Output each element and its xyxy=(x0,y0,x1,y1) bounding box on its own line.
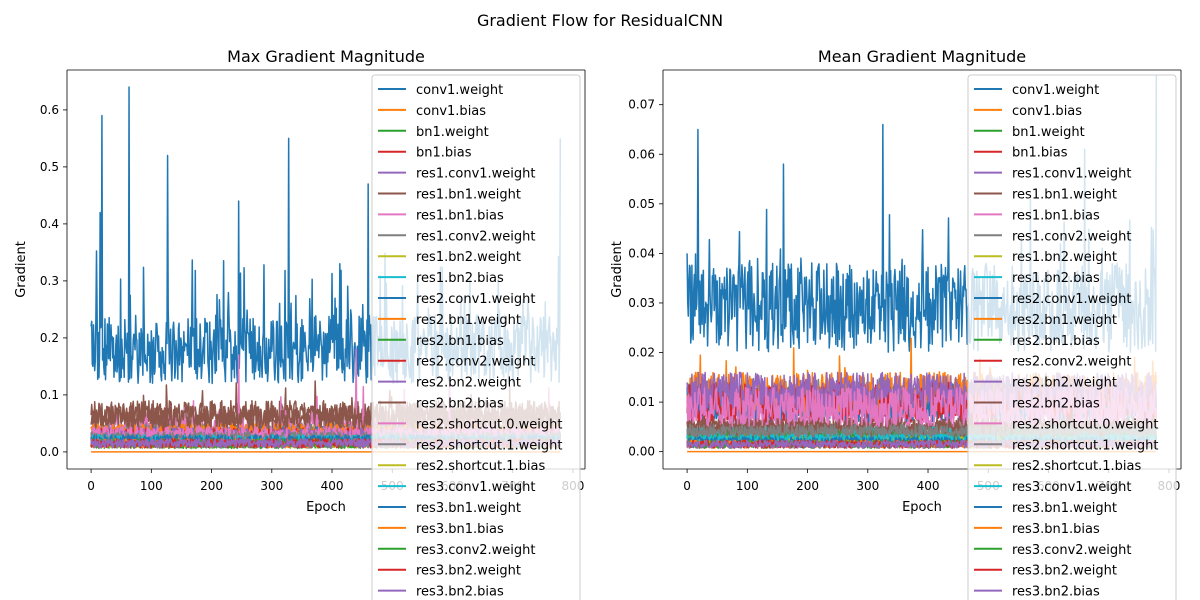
legend-entry-label: res2.bn2.bias xyxy=(1012,397,1100,412)
legend-entry-label: res3.bn1.bias xyxy=(416,522,504,537)
legend-entry-label: res1.bn2.bias xyxy=(1012,271,1100,286)
legend-entry-label: res2.bn2.weight xyxy=(1012,376,1117,391)
y-axis-label: Gradient xyxy=(14,241,29,298)
x-tick-label: 300 xyxy=(856,479,879,493)
max-gradient-panel: Max Gradient Magnitude010020030040050060… xyxy=(14,47,586,600)
y-tick-label: 0.05 xyxy=(628,197,655,211)
legend-box xyxy=(371,74,581,600)
mean-gradient-panel: Mean Gradient Magnitude01002003004005006… xyxy=(610,47,1182,600)
legend-entry-label: conv1.bias xyxy=(1012,104,1082,119)
x-tick-label: 400 xyxy=(321,479,344,493)
legend-entry-label: conv1.bias xyxy=(416,104,486,119)
y-tick-label: 0.07 xyxy=(628,98,655,112)
legend-box xyxy=(967,74,1177,600)
legend-entry-label: res3.bn2.weight xyxy=(416,564,521,579)
x-tick-label: 0 xyxy=(683,479,691,493)
legend-entry-label: res1.bn1.bias xyxy=(1012,208,1100,223)
legend-entry-label: res3.bn1.bias xyxy=(1012,522,1100,537)
legend-entry-label: conv1.weight xyxy=(1012,83,1099,98)
x-tick-label: 100 xyxy=(736,479,759,493)
legend-entry-label: res2.shortcut.0.weight xyxy=(1012,417,1159,432)
legend-entry-label: res2.conv1.weight xyxy=(1012,292,1132,307)
legend-entry-label: res1.conv2.weight xyxy=(1012,229,1132,244)
legend: conv1.weight conv1.bias bn1.weight bn1.bias… xyxy=(371,74,581,600)
legend-entry-label: res2.bn2.weight xyxy=(416,376,521,391)
legend-entry-label: res2.conv1.weight xyxy=(416,292,536,307)
legend-entry-label: res1.bn2.weight xyxy=(416,250,521,265)
y-tick-label: 0.2 xyxy=(40,331,59,345)
legend-entry-label: res1.bn2.weight xyxy=(1012,250,1117,265)
legend-entry-label: res1.conv2.weight xyxy=(416,229,536,244)
legend-entry-label: res3.bn2.bias xyxy=(416,585,504,600)
y-tick-label: 0.4 xyxy=(40,217,59,231)
legend-entry-label: res2.bn1.weight xyxy=(416,313,521,328)
y-tick-label: 0.0 xyxy=(40,445,59,459)
legend-entry-label: res3.conv1.weight xyxy=(1012,480,1132,495)
legend-entry-label: bn1.bias xyxy=(416,146,472,161)
legend-entry-label: res1.conv1.weight xyxy=(1012,167,1132,182)
x-tick-label: 300 xyxy=(260,479,283,493)
legend-entry-label: res3.bn1.weight xyxy=(416,501,521,516)
legend-entry-label: res2.shortcut.1.bias xyxy=(1012,459,1141,474)
legend-entry-label: res1.bn1.bias xyxy=(416,208,504,223)
legend-entry-label: res2.shortcut.0.weight xyxy=(416,417,563,432)
y-tick-label: 0.6 xyxy=(40,103,59,117)
legend-entry-label: res2.shortcut.1.bias xyxy=(416,459,545,474)
x-tick-label: 0 xyxy=(87,479,95,493)
legend-entry-label: res2.bn1.bias xyxy=(1012,334,1100,349)
y-tick-label: 0.3 xyxy=(40,274,59,288)
y-tick-label: 0.02 xyxy=(628,346,655,360)
legend-entry-label: res1.bn2.bias xyxy=(416,271,504,286)
x-tick-label: 400 xyxy=(917,479,940,493)
y-tick-label: 0.04 xyxy=(628,246,655,260)
y-tick-label: 0.06 xyxy=(628,147,655,161)
legend-entry-label: res2.conv2.weight xyxy=(416,355,536,370)
x-tick-label: 100 xyxy=(140,479,163,493)
legend-entry-label: res2.bn2.bias xyxy=(416,397,504,412)
y-tick-label: 0.1 xyxy=(40,388,59,402)
y-tick-label: 0.03 xyxy=(628,296,655,310)
x-axis-label: Epoch xyxy=(306,500,346,515)
x-tick-label: 200 xyxy=(796,479,819,493)
legend-entry-label: conv1.weight xyxy=(416,83,503,98)
legend-entry-label: res1.bn1.weight xyxy=(416,188,521,203)
legend-entry-label: res2.conv2.weight xyxy=(1012,355,1132,370)
legend-entry-label: res2.bn1.bias xyxy=(416,334,504,349)
y-tick-label: 0.00 xyxy=(628,445,655,459)
figure-suptitle: Gradient Flow for ResidualCNN xyxy=(477,11,723,30)
y-tick-label: 0.01 xyxy=(628,395,655,409)
legend: conv1.weight conv1.bias bn1.weight bn1.bias… xyxy=(967,74,1177,600)
legend-entry-label: bn1.weight xyxy=(416,125,489,140)
legend-entry-label: res3.conv2.weight xyxy=(1012,543,1132,558)
x-tick-label: 200 xyxy=(200,479,223,493)
legend-entry-label: res1.bn1.weight xyxy=(1012,188,1117,203)
mean-chart-title: Mean Gradient Magnitude xyxy=(818,47,1026,66)
legend-entry-label: bn1.bias xyxy=(1012,146,1068,161)
legend-entry-label: res3.bn1.weight xyxy=(1012,501,1117,516)
x-axis-label: Epoch xyxy=(902,500,942,515)
legend-entry-label: res2.shortcut.1.weight xyxy=(1012,438,1159,453)
legend-entry-label: res3.bn2.weight xyxy=(1012,564,1117,579)
y-tick-label: 0.5 xyxy=(40,160,59,174)
legend-entry-label: bn1.weight xyxy=(1012,125,1085,140)
legend-entry-label: res2.shortcut.1.weight xyxy=(416,438,563,453)
max-chart-title: Max Gradient Magnitude xyxy=(227,47,425,66)
legend-entry-label: res2.bn1.weight xyxy=(1012,313,1117,328)
legend-entry-label: res3.conv2.weight xyxy=(416,543,536,558)
legend-entry-label: res3.conv1.weight xyxy=(416,480,536,495)
legend-entry-label: res3.bn2.bias xyxy=(1012,585,1100,600)
y-axis-label: Gradient xyxy=(610,241,625,298)
legend-entry-label: res1.conv1.weight xyxy=(416,167,536,182)
